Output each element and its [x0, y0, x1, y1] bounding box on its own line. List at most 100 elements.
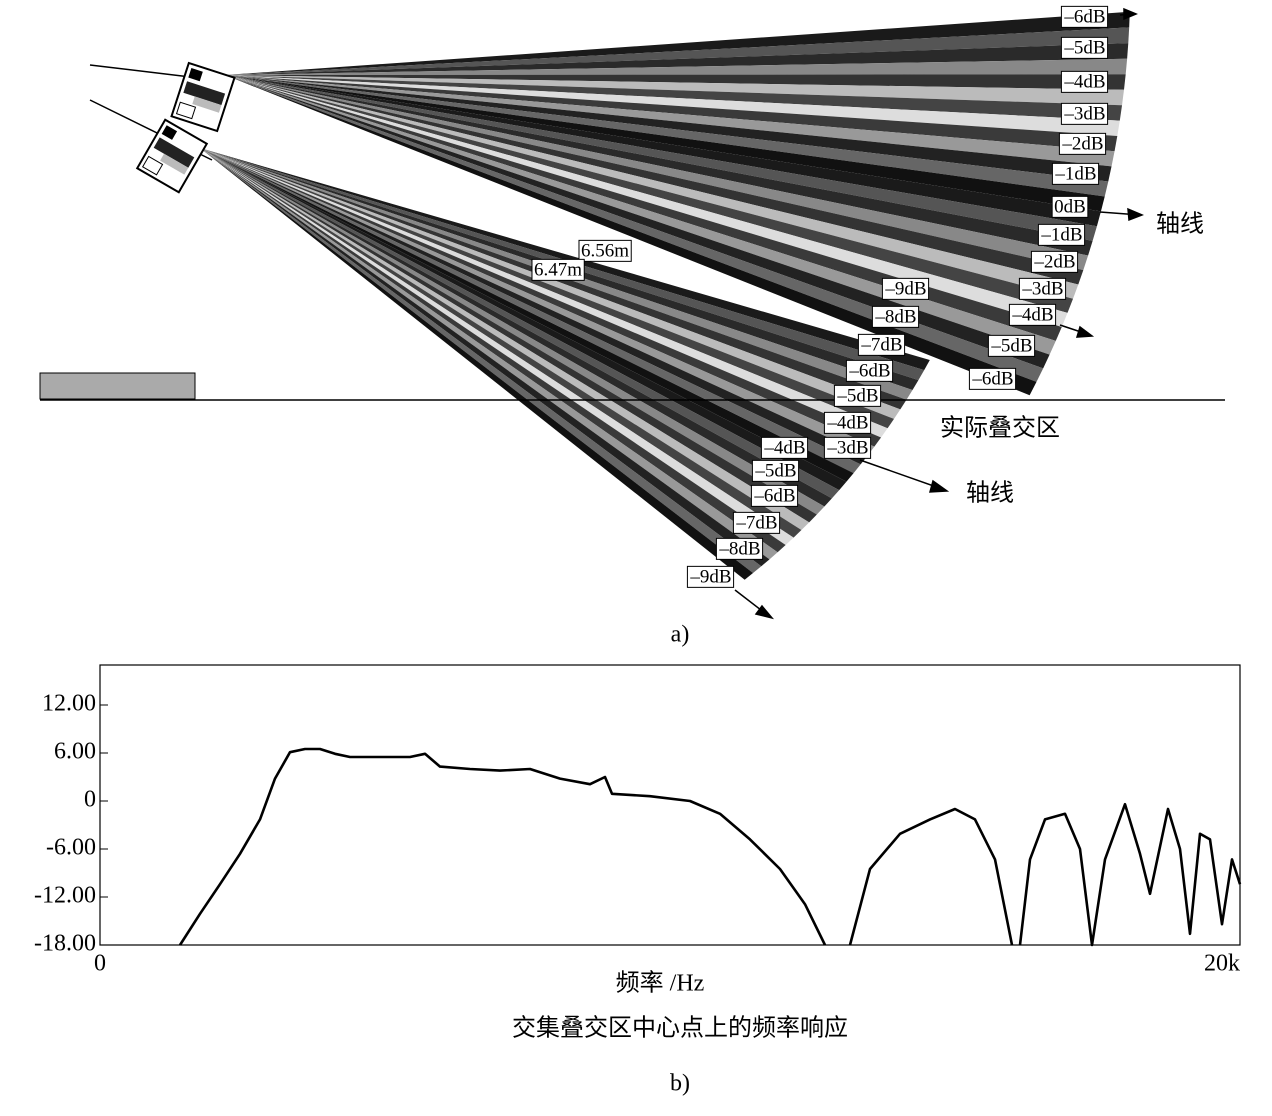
label-box [823, 436, 872, 459]
fan-stripe [200, 148, 832, 507]
db-label: –5dB [990, 335, 1032, 356]
label-box [1060, 102, 1109, 125]
label-box [857, 333, 906, 356]
y-tick-label: -18.00 [34, 931, 96, 957]
db-label: –4dB [1063, 71, 1105, 92]
fan-stripe [225, 75, 1118, 152]
y-tick-label: -6.00 [46, 835, 96, 861]
db-label: –9dB [884, 278, 926, 299]
db-label: –7dB [735, 512, 777, 533]
response-line [178, 747, 1242, 947]
label-box [1051, 162, 1100, 185]
fan-stripe [225, 75, 1124, 106]
y-tick-label: 6.00 [54, 739, 96, 765]
caption: a) [671, 622, 690, 648]
label-box [968, 367, 1017, 390]
fan-stripe [200, 148, 861, 474]
label-box [1051, 195, 1089, 218]
label-box [1058, 132, 1107, 155]
label-box [760, 436, 809, 459]
label-box [833, 384, 882, 407]
fan-stripe [225, 75, 1120, 136]
label-box [578, 239, 632, 262]
fan-stripe [225, 75, 1056, 355]
coverage-fans [200, 11, 1130, 580]
fan-stripe [200, 148, 854, 482]
label-box [715, 537, 764, 560]
fan-stripe [225, 75, 1109, 197]
db-label: –2dB [1033, 251, 1075, 272]
label-box [1018, 277, 1067, 300]
db-label: –3dB [826, 437, 868, 458]
chart-title: 交集叠交区中心点上的频率响应 [512, 1015, 848, 1042]
fan-stripe [225, 58, 1128, 75]
label-box [881, 277, 930, 300]
label-box [1060, 5, 1109, 28]
fan-stripe [200, 148, 762, 574]
db-label: –3dB [1063, 103, 1105, 124]
fan-stripe [225, 75, 1062, 341]
fan-stripe [200, 148, 794, 545]
label-box [871, 305, 920, 328]
fan-stripe [225, 27, 1130, 75]
x-tick-label: 0 [94, 951, 106, 977]
db-label: –6dB [971, 368, 1013, 389]
label-box [1008, 303, 1057, 326]
label-box [1037, 223, 1086, 246]
fan-stripe [225, 75, 1112, 182]
db-label: –1dB [1040, 224, 1082, 245]
fan-stripe [200, 148, 817, 523]
db-label: –9dB [689, 566, 731, 587]
fan-stripe [200, 148, 810, 531]
caption: b) [670, 1071, 690, 1097]
db-label: –6dB [753, 485, 795, 506]
db-label: 6.56m [581, 240, 629, 261]
plot-frame [99, 664, 1241, 946]
fan-stripe [200, 148, 901, 419]
db-label: –6dB [1063, 6, 1105, 27]
db-label: –4dB [763, 437, 805, 458]
fan-stripe [225, 75, 1079, 299]
db-label: –5dB [754, 460, 796, 481]
y-tick-label: 0 [84, 787, 96, 813]
fan-stripe [225, 75, 1123, 121]
db-label: –5dB [836, 385, 878, 406]
fan-stripe [200, 148, 882, 447]
db-label: –3dB [1021, 278, 1063, 299]
db-label: –4dB [826, 412, 868, 433]
fan-stripe [225, 75, 1093, 256]
fan-stripe [225, 75, 1068, 327]
speaker-lower [135, 118, 209, 194]
fan-stripe [200, 148, 778, 560]
fan-stripe [225, 75, 1044, 382]
x-tick-label: 20k [1204, 951, 1240, 977]
arrows [734, 7, 1144, 620]
fan-stripe [225, 75, 1074, 313]
fan-stripe [225, 75, 1037, 396]
y-tick-label: -12.00 [34, 883, 96, 909]
fan-stripe [225, 11, 1130, 76]
gap-wedge [230, 130, 560, 220]
fan-stripe [225, 43, 1129, 75]
label-box [987, 334, 1036, 357]
overlap-label: 实际叠交区 [940, 415, 1060, 442]
fan-stripe [200, 148, 847, 491]
fan-stripe [225, 75, 1101, 227]
axis-label: 轴线 [966, 480, 1014, 507]
fan-stripe [200, 148, 868, 465]
label-box [1060, 70, 1109, 93]
label-box [823, 411, 872, 434]
label-box [531, 258, 585, 281]
db-label: –1dB [1054, 163, 1096, 184]
fan-stripe [225, 75, 1084, 285]
speaker-upper [170, 61, 236, 133]
axis-label: 轴线 [1156, 211, 1204, 238]
db-label: –6dB [848, 360, 890, 381]
label-box [732, 511, 781, 534]
db-label: 0dB [1054, 196, 1086, 217]
stage [39, 372, 196, 400]
y-tick-label: 12.00 [42, 691, 96, 717]
db-label: –5dB [1063, 37, 1105, 58]
